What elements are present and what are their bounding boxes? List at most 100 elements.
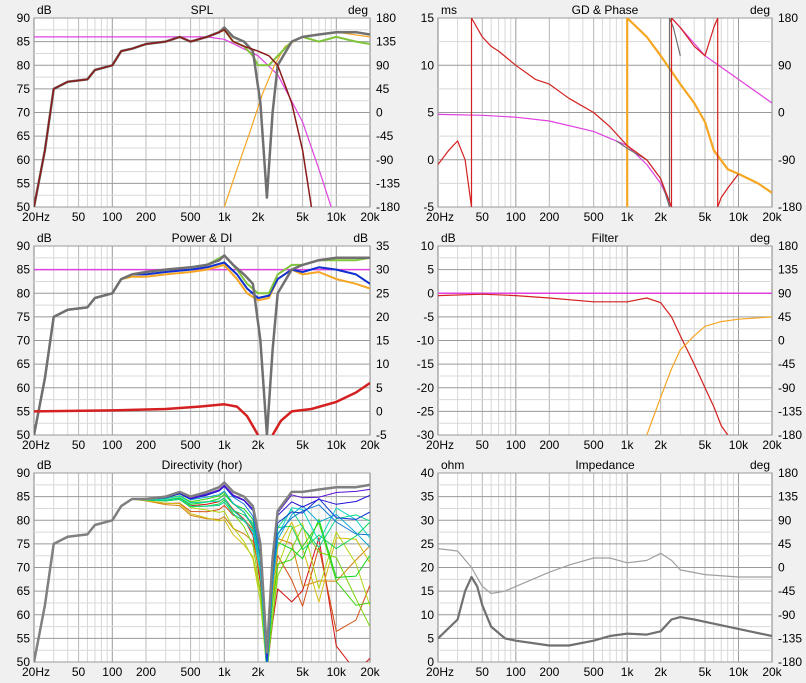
y-tick-label: 80 xyxy=(17,58,31,72)
series-line-red xyxy=(438,293,729,435)
x-tick-label: 5k xyxy=(296,210,310,224)
y-tick-label-right: -90 xyxy=(376,153,394,167)
x-tick-label: 5k xyxy=(699,665,713,679)
x-tick-label: 1k xyxy=(218,210,232,224)
x-tick-label: 20Hz xyxy=(22,438,50,452)
y-tick-label: 90 xyxy=(17,466,31,480)
y-tick-label: 55 xyxy=(17,176,31,190)
y-tick-label: 75 xyxy=(17,537,31,551)
y-tick-label-right: -135 xyxy=(778,631,802,645)
x-tick-label: 20Hz xyxy=(426,210,454,224)
x-tick-label: 50 xyxy=(476,438,490,452)
y-tick-label: 85 xyxy=(17,263,31,277)
y-tick-label-right: 180 xyxy=(376,11,396,25)
x-tick-label: 200 xyxy=(539,210,559,224)
y-tick-label: 10 xyxy=(421,239,435,253)
y-tick-label-right: 45 xyxy=(376,82,390,96)
y-tick-label-right: 25 xyxy=(376,286,390,300)
x-tick-label: 200 xyxy=(539,438,559,452)
y-tick-label-right: 10 xyxy=(376,357,390,371)
y-tick-label-right: 0 xyxy=(376,106,383,120)
y-tick-label: 40 xyxy=(421,466,435,480)
series-line-red xyxy=(438,18,739,207)
y-tick-label-right: -135 xyxy=(778,404,802,418)
x-tick-label: 5k xyxy=(296,438,310,452)
y-tick-label: 75 xyxy=(17,82,31,96)
y-tick-label-right: -180 xyxy=(778,655,802,669)
impedance-series xyxy=(438,548,772,647)
y-tick-label: 10 xyxy=(421,608,435,622)
y-tick-label-right: -90 xyxy=(778,381,796,395)
impedance-ylabel-right: deg xyxy=(750,458,770,472)
x-tick-label: 500 xyxy=(181,438,201,452)
x-tick-label: 500 xyxy=(584,210,604,224)
directivity-series xyxy=(34,481,370,662)
y-tick-label-right: 90 xyxy=(778,58,792,72)
x-tick-label: 20k xyxy=(360,210,380,224)
y-tick-label-right: 0 xyxy=(778,106,785,120)
spl-ylabel-right: deg xyxy=(348,3,368,17)
series-line-magenta xyxy=(34,36,332,207)
y-tick-label: 65 xyxy=(17,129,31,143)
y-tick-label-right: 45 xyxy=(778,537,792,551)
y-tick-label: 90 xyxy=(17,11,31,25)
y-tick-label: 65 xyxy=(17,584,31,598)
x-tick-label: 50 xyxy=(72,210,86,224)
y-tick-label: 70 xyxy=(17,561,31,575)
series-line-light_gray xyxy=(438,548,772,595)
y-tick-label: 60 xyxy=(17,608,31,622)
x-tick-label: 2k xyxy=(654,438,668,452)
x-tick-label: 100 xyxy=(102,438,122,452)
x-tick-label: 10k xyxy=(729,665,749,679)
x-tick-label: 5k xyxy=(699,438,713,452)
spl-title: SPL xyxy=(191,3,214,17)
x-tick-label: 1k xyxy=(621,438,635,452)
series-line-gray xyxy=(34,254,370,435)
y-tick-label: 0 xyxy=(427,286,434,300)
y-tick-label-right: -90 xyxy=(778,608,796,622)
y-tick-label: 55 xyxy=(17,404,31,418)
y-tick-label: 85 xyxy=(17,490,31,504)
power-title: Power & DI xyxy=(172,231,233,245)
y-tick-label: 5 xyxy=(427,631,434,645)
y-tick-label-right: 0 xyxy=(376,404,383,418)
y-tick-label: -5 xyxy=(423,310,434,324)
y-tick-label: -5 xyxy=(423,200,434,214)
x-tick-label: 50 xyxy=(476,210,490,224)
y-tick-label-right: -135 xyxy=(376,176,400,190)
y-tick-label: 20 xyxy=(421,561,435,575)
directivity-line xyxy=(34,481,370,662)
y-tick-label-right: 0 xyxy=(778,334,785,348)
x-tick-label: 50 xyxy=(476,665,490,679)
x-tick-label: 20Hz xyxy=(22,210,50,224)
y-tick-label: 30 xyxy=(421,513,435,527)
x-tick-label: 2k xyxy=(654,665,668,679)
filter-ylabel-left: dB xyxy=(441,231,456,245)
x-tick-label: 500 xyxy=(584,665,604,679)
y-tick-label: -30 xyxy=(417,428,435,442)
gd-ylabel-right: deg xyxy=(750,3,770,17)
y-tick-label-right: 15 xyxy=(376,334,390,348)
x-tick-label: 10k xyxy=(327,210,347,224)
y-tick-label: 60 xyxy=(17,381,31,395)
y-tick-label: 60 xyxy=(17,153,31,167)
y-tick-label-right: 135 xyxy=(778,263,798,277)
y-tick-label: 55 xyxy=(17,631,31,645)
impedance-title: Impedance xyxy=(575,458,635,472)
x-tick-label: 200 xyxy=(136,665,156,679)
x-tick-label: 100 xyxy=(506,438,526,452)
filter-series xyxy=(438,292,772,435)
y-tick-label-right: 135 xyxy=(376,35,396,49)
gd-ylabel-left: ms xyxy=(441,3,457,17)
y-tick-label: 80 xyxy=(17,286,31,300)
x-tick-label: 50 xyxy=(72,665,86,679)
power-series xyxy=(34,254,370,435)
y-tick-label-right: -45 xyxy=(376,129,394,143)
x-tick-label: 200 xyxy=(539,665,559,679)
y-tick-label-right: -180 xyxy=(778,200,802,214)
x-tick-label: 2k xyxy=(252,665,266,679)
filter-ylabel-right: deg xyxy=(750,231,770,245)
y-tick-label: 5 xyxy=(427,263,434,277)
x-tick-label: 500 xyxy=(584,438,604,452)
